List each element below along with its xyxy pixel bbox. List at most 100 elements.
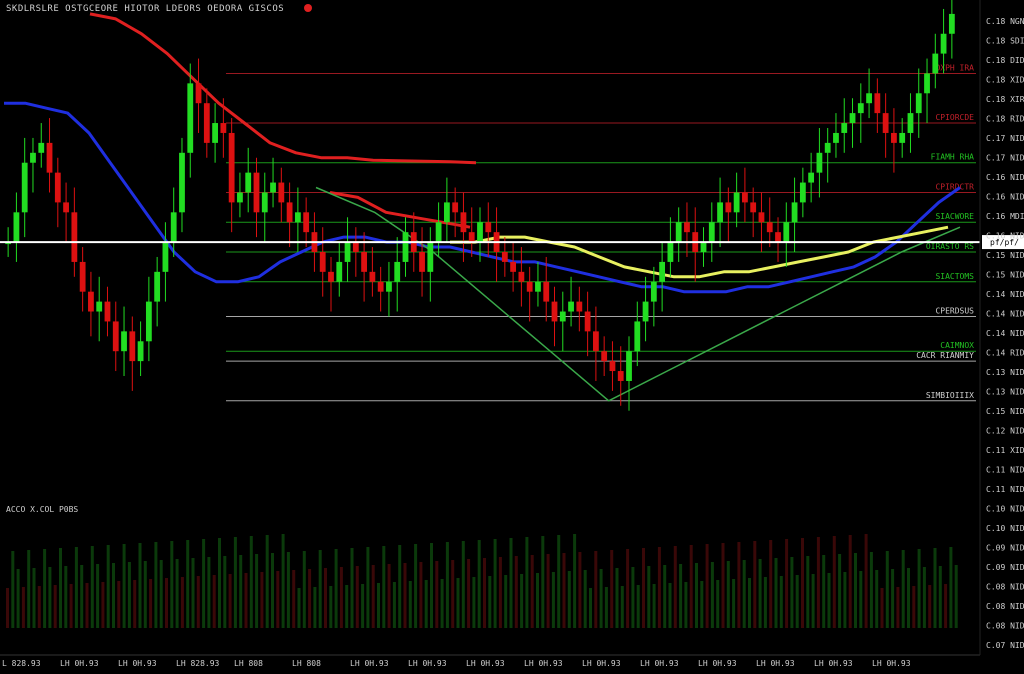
price-tick-label: C.08 NIDN (986, 622, 1024, 631)
volume-bar (954, 565, 958, 628)
level-label: CPIORCDE (935, 113, 974, 122)
volume-bar (69, 584, 73, 628)
volume-bar (297, 588, 301, 628)
time-tick-label: L 828.93 (2, 659, 41, 668)
volume-bar (742, 560, 746, 628)
level-label: CPIRDCTR (935, 182, 974, 191)
volume-bar (907, 568, 910, 628)
price-tick-label: C.11 XIDN (986, 446, 1024, 455)
time-tick-label: LH 0H.93 (118, 659, 157, 668)
volume-bar (779, 576, 783, 628)
volume-bar (398, 545, 402, 628)
candle-body (179, 152, 185, 213)
volume-bar (6, 588, 9, 628)
candle-body (891, 132, 897, 143)
chart-title: SKDLRSLRE OSTGCEORE HIOTOR LDEORS OEDORA… (6, 4, 284, 14)
price-tick-label: C.07 NIDN (986, 641, 1024, 650)
candle-body (328, 271, 334, 282)
volume-bar (816, 537, 820, 628)
volume-bar (191, 558, 195, 628)
candle-body (427, 242, 434, 272)
volume-bar (85, 583, 89, 628)
price-tick-label: C.13 NIDN (986, 368, 1024, 377)
candle-body (71, 212, 78, 262)
candle-body (63, 202, 69, 213)
volume-bar (546, 554, 550, 628)
candle-body (477, 222, 483, 243)
price-tick-label: C.18 DIDN (986, 56, 1024, 65)
volume-bar (239, 555, 243, 628)
price-tick-label: C.11 NIDN (986, 485, 1024, 494)
candle-body (352, 242, 359, 252)
volume-bar (271, 553, 274, 628)
time-tick-label: LH 0H.93 (640, 659, 679, 668)
volume-bar (419, 562, 423, 628)
candle-body (460, 212, 467, 233)
candle-body (924, 73, 930, 94)
candle-body (435, 222, 442, 243)
volume-bar (366, 547, 370, 628)
volume-bar (679, 564, 683, 628)
price-tick-label: C.14 NIDN (986, 310, 1024, 319)
volume-bar (175, 559, 179, 628)
volume-bar (838, 554, 842, 628)
volume-bar (318, 550, 322, 628)
candle-body (443, 202, 450, 223)
volume-bar (90, 546, 94, 628)
volume-bar (520, 574, 524, 628)
volume-bar (647, 566, 651, 628)
volume-bar (180, 577, 184, 628)
volume-bar (53, 585, 57, 628)
volume-bar (244, 573, 248, 628)
volume-bar (334, 549, 338, 628)
volume-bar (626, 549, 630, 628)
volume-bar (525, 537, 529, 628)
candle-body (145, 301, 152, 342)
volume-bar (869, 552, 873, 628)
price-tick-label: C.16 NIDN (986, 232, 1024, 241)
volume-bar (212, 575, 216, 628)
volume-bar (567, 571, 571, 628)
volume-bar (594, 551, 598, 628)
volume-bar (493, 539, 497, 628)
volume-bar (583, 570, 587, 628)
price-tick-label: C.15 NIDN (986, 251, 1024, 260)
candle-body (237, 192, 243, 203)
price-tick-label: C.14 NIDN (986, 290, 1024, 299)
volume-bar (509, 538, 513, 628)
candle-body (684, 222, 690, 233)
candle-body (253, 172, 260, 213)
volume-bar (445, 542, 449, 628)
volume-bar (286, 552, 290, 628)
volume-bar (324, 568, 327, 628)
volume-bar (430, 543, 433, 628)
candle-body (783, 222, 790, 243)
candle-body (601, 351, 608, 362)
volume-bar (498, 557, 502, 628)
ma-line (450, 225, 949, 279)
candle-body (791, 202, 798, 223)
volume-bar (901, 550, 905, 628)
volume-bar (371, 565, 375, 628)
volume-bar (689, 545, 693, 628)
candle-body (54, 172, 61, 203)
candle-body (899, 132, 906, 143)
volume-bar (48, 567, 52, 628)
price-tick-label: C.14 NIDN (986, 329, 1024, 338)
status-dot-icon (304, 4, 312, 12)
volume-bar (345, 585, 349, 628)
volume-bar (414, 544, 418, 628)
candle-body (121, 331, 127, 352)
volume-bar (313, 587, 317, 628)
volume-bar (456, 578, 460, 628)
volume-bar (382, 546, 386, 628)
volume-bar (11, 551, 15, 628)
volume-bar (541, 536, 545, 628)
candle-body (419, 252, 425, 272)
candle-body (195, 83, 202, 104)
volume-bar (80, 565, 84, 628)
volume-bar (424, 580, 428, 628)
candle-body (203, 103, 210, 143)
price-tick-label: C.18 SDIN (986, 37, 1024, 46)
ma-line (89, 12, 477, 165)
